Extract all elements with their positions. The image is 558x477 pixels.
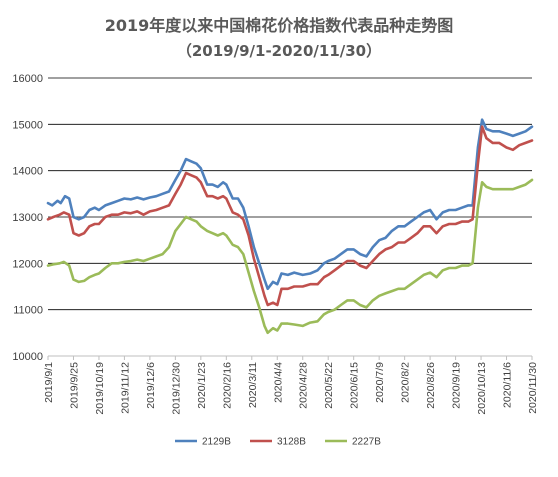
x-tick-label: 2020/2/16: [221, 362, 233, 409]
y-axis-tick-labels: 10000 11000 12000 13000 14000 15000 16000: [12, 73, 43, 363]
legend-label-2227B: 2227B: [352, 437, 381, 448]
x-tick-label: 2019/9/1: [43, 362, 55, 403]
x-tick-label: 2020/4/4: [272, 362, 284, 403]
x-tick-label: 2019/11/12: [119, 362, 131, 414]
x-tick-label: 2020/1/23: [196, 362, 208, 409]
series-lines: [46, 118, 534, 335]
x-tick-label: 2020/6/15: [349, 362, 361, 409]
x-tick-label: 2019/12/30: [170, 362, 182, 415]
x-tick-label: 2019/12/6: [145, 362, 157, 409]
chart-title: 2019年度以来中国棉花价格指数代表品种走势图: [105, 16, 454, 35]
y-tick-label: 12000: [12, 258, 43, 270]
legend: 2129B 3128B 2227B: [175, 437, 381, 448]
x-tick-label: 2020/11/6: [502, 362, 514, 408]
series-line-2129B: [46, 118, 534, 291]
x-tick-label: 2020/7/9: [374, 362, 386, 403]
y-tick-label: 13000: [12, 212, 43, 224]
x-tick-label: 2020/10/13: [476, 362, 488, 415]
chart-subtitle: （2019/9/1-2020/11/30）: [177, 42, 381, 60]
series-line-3128B: [46, 125, 534, 307]
legend-label-3128B: 3128B: [277, 437, 306, 448]
legend-label-2129B: 2129B: [202, 437, 231, 448]
x-tick-label: 2020/3/11: [247, 362, 259, 408]
y-tick-label: 14000: [12, 166, 43, 178]
y-tick-label: 11000: [13, 305, 43, 317]
y-tick-label: 10000: [12, 351, 43, 363]
x-tick-label: 2020/11/30: [527, 362, 539, 414]
x-tick-label: 2020/8/2: [400, 362, 412, 403]
y-tick-label: 16000: [12, 73, 43, 85]
x-tick-label: 2020/4/28: [298, 362, 310, 409]
x-tick-label: 2019/10/19: [94, 362, 106, 415]
x-tick-label: 2020/9/19: [451, 362, 463, 409]
y-tick-label: 15000: [12, 119, 43, 131]
series-line-2227B: [46, 178, 534, 335]
x-tick-label: 2019/9/25: [68, 362, 80, 409]
gridlines: [47, 77, 533, 360]
x-tick-label: 2020/5/22: [323, 362, 335, 409]
x-tick-label: 2020/8/26: [425, 362, 437, 409]
x-axis-tick-labels: 2019/9/1 2019/9/25 2019/10/19 2019/11/12 201…: [43, 362, 539, 415]
